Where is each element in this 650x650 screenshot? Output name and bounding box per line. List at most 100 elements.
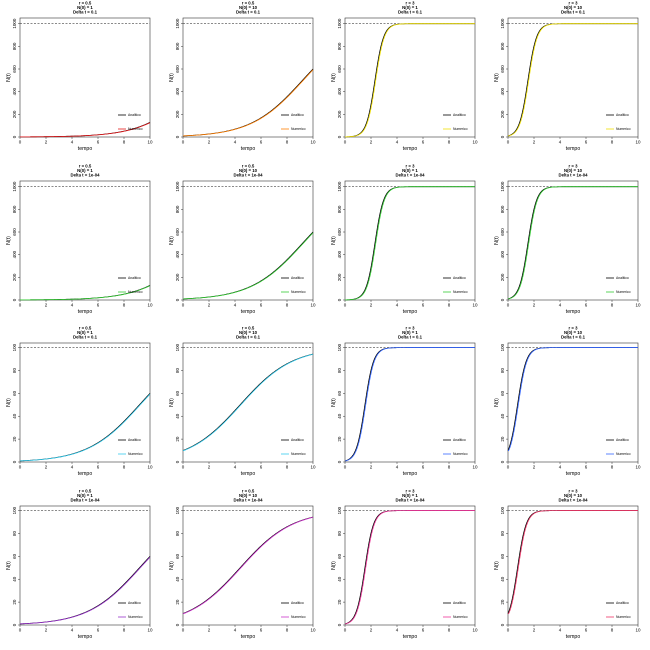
x-tick-label: 8	[285, 302, 288, 307]
analytic-series-line	[20, 556, 150, 624]
x-tick-label: 6	[584, 140, 587, 145]
chart-title-line: Delta t = 1e-04	[233, 497, 263, 502]
x-tick-label: 6	[422, 627, 425, 632]
x-tick-label: 8	[610, 302, 613, 307]
x-tick-label: 0	[19, 140, 22, 145]
numeric-series-line	[508, 24, 638, 136]
y-tick-label: 40	[175, 576, 180, 582]
chart-panel: r = 0.5N(0) = 1Delta t = 1e-040 2 4 6 8 10020…	[0, 163, 163, 326]
chart-panel: r = 3N(0) = 1Delta t = 0.10 2 4 6 8 100204060…	[325, 325, 488, 488]
plot-frame	[508, 18, 638, 137]
legend-label-analitico: Analitico	[128, 276, 141, 280]
y-tick-label: 20	[337, 599, 342, 605]
x-tick-label: 0	[344, 302, 347, 307]
x-tick-label: 8	[123, 627, 126, 632]
x-tick-label: 0	[19, 627, 22, 632]
x-tick-label: 2	[370, 140, 373, 145]
numeric-series-line	[183, 354, 313, 450]
analytic-series-line	[183, 354, 313, 450]
y-axis-label: N(t)	[494, 235, 500, 244]
x-tick-label: 0	[181, 140, 184, 145]
y-tick-label: 60	[337, 390, 342, 396]
x-tick-label: 10	[310, 465, 316, 470]
analytic-series-line	[345, 186, 475, 299]
y-tick-label: 100	[12, 506, 17, 514]
x-tick-label: 0	[506, 140, 509, 145]
x-tick-label: 8	[610, 627, 613, 632]
legend-label-analitico: Analitico	[453, 601, 466, 605]
x-axis-label: tempo	[565, 471, 580, 477]
y-tick-label: 100	[175, 343, 180, 351]
legend-label-analitico: Analitico	[291, 276, 304, 280]
numeric-series-line	[20, 557, 150, 624]
x-tick-label: 2	[370, 627, 373, 632]
legend-label-analitico: Analitico	[616, 276, 629, 280]
y-tick-label: 200	[12, 273, 17, 281]
x-tick-label: 6	[259, 627, 262, 632]
plot-frame	[20, 18, 150, 137]
x-tick-label: 0	[19, 302, 22, 307]
chart-title-line: Delta t = 0.1	[73, 335, 98, 340]
y-tick-label: 1000	[337, 18, 342, 29]
analytic-series-line	[20, 393, 150, 461]
chart-title-line: Delta t = 0.1	[398, 10, 423, 15]
x-tick-label: 6	[97, 140, 100, 145]
y-tick-label: 20	[175, 599, 180, 605]
x-tick-label: 6	[97, 302, 100, 307]
x-tick-label: 10	[310, 627, 316, 632]
x-tick-label: 8	[285, 140, 288, 145]
x-tick-label: 4	[71, 302, 74, 307]
legend-label-numerico: Numerico	[453, 615, 468, 619]
plot-frame	[345, 343, 475, 462]
chart-title: r = 0.5N(0) = 1Delta t = 1e-04	[70, 488, 100, 502]
y-tick-label: 1000	[12, 18, 17, 29]
numeric-series-line	[183, 517, 313, 613]
legend-label-analitico: Analitico	[291, 438, 304, 442]
chart-title-line: Delta t = 1e-04	[395, 497, 425, 502]
chart-title-line: Delta t = 1e-04	[558, 497, 588, 502]
y-tick-label: 80	[12, 530, 17, 536]
x-tick-label: 10	[472, 140, 478, 145]
x-tick-label: 2	[207, 140, 210, 145]
chart-title: r = 0.5N(0) = 10Delta t = 1e-04	[233, 488, 263, 502]
legend-label-numerico: Numerico	[291, 290, 306, 294]
chart-legend: Analitico Numerico	[443, 438, 468, 456]
x-axis-label: tempo	[240, 309, 255, 315]
y-tick-label: 800	[500, 42, 505, 50]
x-tick-label: 2	[532, 627, 535, 632]
analytic-series-line	[345, 348, 475, 461]
chart-panel: r = 0.5N(0) = 1Delta t = 0.10 2 4 6 8 1002040…	[0, 325, 163, 488]
y-tick-label: 800	[337, 42, 342, 50]
x-axis-label: tempo	[403, 146, 418, 152]
y-axis-label: N(t)	[169, 560, 175, 569]
y-tick-label: 0	[337, 623, 342, 626]
y-tick-label: 200	[337, 110, 342, 118]
y-tick-label: 80	[500, 367, 505, 373]
x-tick-label: 10	[472, 465, 478, 470]
x-tick-label: 8	[448, 140, 451, 145]
y-tick-label: 40	[337, 576, 342, 582]
chart-title-line: Delta t = 0.1	[73, 10, 98, 15]
analytic-series-line	[508, 186, 638, 298]
x-tick-label: 6	[259, 465, 262, 470]
y-tick-label: 80	[12, 367, 17, 373]
x-tick-label: 0	[181, 627, 184, 632]
x-tick-label: 10	[635, 140, 641, 145]
x-tick-label: 8	[123, 140, 126, 145]
y-tick-label: 1000	[500, 181, 505, 192]
chart-panel: r = 0.5N(0) = 10Delta t = 0.10 2 4 6 8 100200…	[163, 0, 326, 163]
x-tick-label: 8	[610, 140, 613, 145]
x-tick-label: 0	[344, 140, 347, 145]
x-tick-label: 8	[610, 465, 613, 470]
x-tick-label: 4	[396, 627, 399, 632]
analytic-series-line	[183, 517, 313, 613]
chart-legend: Analitico Numerico	[443, 113, 468, 131]
y-tick-label: 1000	[175, 181, 180, 192]
x-tick-label: 6	[584, 302, 587, 307]
legend-label-numerico: Numerico	[128, 452, 143, 456]
x-axis-label: tempo	[565, 309, 580, 315]
legend-label-numerico: Numerico	[616, 452, 631, 456]
